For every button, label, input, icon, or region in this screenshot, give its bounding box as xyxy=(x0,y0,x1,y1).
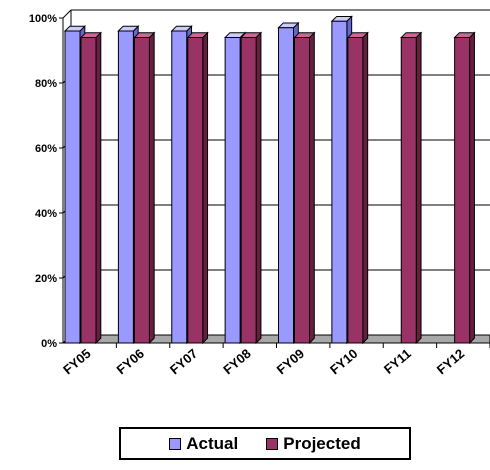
x-tick-label: FY05 xyxy=(60,346,93,377)
bar-projected-fy09-front xyxy=(294,37,310,344)
bar-projected-fy09-side xyxy=(309,31,315,345)
bar-projected-fy07-front xyxy=(187,37,204,344)
y-tick-label: 60% xyxy=(35,143,57,155)
x-tick-label: FY12 xyxy=(434,346,467,377)
bar-actual-fy08-front xyxy=(224,37,241,344)
x-tick-label: FY06 xyxy=(114,346,147,377)
axes xyxy=(59,17,490,348)
bar-projected-fy12-side xyxy=(469,31,475,345)
bar-projected-fy10-front xyxy=(347,37,364,344)
x-tick-label: FY09 xyxy=(274,346,307,377)
chart: 0%20%40%60%80%100% FY05 FY06 FY07 FY08 FY09 F… xyxy=(29,9,490,377)
bar-projected-fy11-front xyxy=(400,37,417,344)
x-tick-label: FY10 xyxy=(327,346,360,377)
y-tick-labels: 0% 20% 40% 60% 80% 100% xyxy=(29,13,57,350)
bar-actual-fy05-front xyxy=(64,30,81,344)
y-tick-label: 20% xyxy=(35,273,57,285)
bar-projected-fy08-side xyxy=(255,31,262,345)
legend-swatch-projected xyxy=(266,437,279,450)
y-tick-label: 80% xyxy=(35,78,57,90)
gridline-diag xyxy=(62,9,72,19)
legend-label-projected: Projected xyxy=(283,433,361,453)
bar-projected-fy05 xyxy=(79,31,103,345)
bar-actual-fy10-front xyxy=(331,20,348,344)
bar-projected-fy06-side xyxy=(148,31,155,345)
x-tick-label: FY11 xyxy=(381,346,414,377)
y-tick-label: 40% xyxy=(35,208,57,220)
bar-projected-fy12-front xyxy=(454,37,471,344)
bar-projected-fy05-side xyxy=(95,31,102,345)
y-tick-label: 100% xyxy=(29,13,57,25)
bar-projected-fy07-side xyxy=(202,31,209,345)
bar-projected-fy11 xyxy=(400,31,423,345)
bars xyxy=(63,15,476,345)
bar-projected-fy10 xyxy=(346,31,369,345)
bar-projected-fy07 xyxy=(186,31,209,345)
bar-actual-fy09-front xyxy=(278,27,294,344)
bar-projected-fy05-front xyxy=(80,37,97,344)
bar-projected-fy08-front xyxy=(240,37,257,344)
legend-item-actual: Actual xyxy=(169,434,238,454)
bar-projected-fy12 xyxy=(453,31,476,345)
legend: Actual Projected xyxy=(119,427,411,460)
bar-projected-fy06 xyxy=(133,31,156,345)
x-tick-labels: FY05 FY06 FY07 FY08 FY09 FY10 FY11 FY12 xyxy=(60,346,467,377)
bar-projected-fy08 xyxy=(239,31,263,345)
bar-actual-fy07-front xyxy=(171,30,188,344)
legend-item-projected: Projected xyxy=(266,433,361,454)
x-tick-label: FY07 xyxy=(167,346,200,377)
bar-projected-fy06-front xyxy=(133,37,150,344)
x-tick-label: FY08 xyxy=(220,346,253,377)
bar-projected-fy10-side xyxy=(362,31,369,345)
bar-projected-fy09 xyxy=(293,31,316,345)
legend-swatch-actual xyxy=(169,437,182,450)
bar-projected-fy11-side xyxy=(415,31,422,345)
legend-label-actual: Actual xyxy=(186,433,239,453)
y-tick-label: 0% xyxy=(41,338,57,350)
bar-actual-fy06-front xyxy=(117,30,134,344)
